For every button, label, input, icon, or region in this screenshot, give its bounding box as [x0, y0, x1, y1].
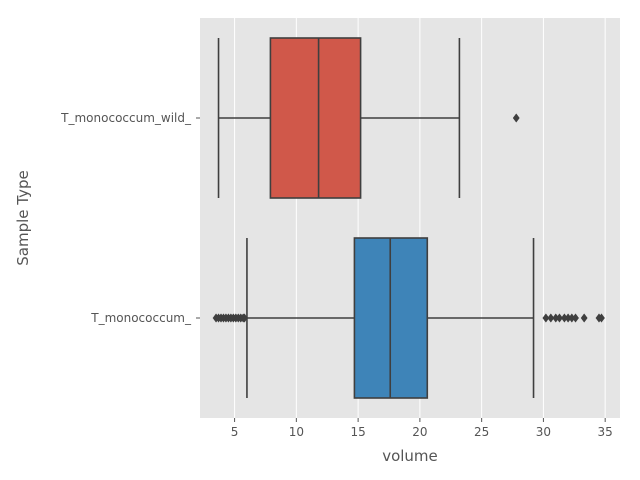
x-tick-label-5: 5: [231, 425, 239, 439]
x-tick-label-25: 25: [474, 425, 489, 439]
x-tick-label-15: 15: [350, 425, 365, 439]
x-tick-label-30: 30: [536, 425, 551, 439]
x-ticks: 5 10 15 20 25 30 35: [231, 418, 613, 439]
boxes: [212, 37, 605, 399]
box-group-0: [217, 37, 520, 199]
outlier-1-16: [556, 313, 563, 323]
outlier-0-0: [512, 113, 520, 123]
outlier-1-12: [241, 313, 248, 323]
outlier-1-23: [598, 313, 605, 323]
outlier-1-14: [547, 313, 555, 323]
y-axis-label: Sample Type: [14, 170, 32, 265]
x-tick-label-20: 20: [412, 425, 427, 439]
y-ticks: T_monococcum_wild_ T_monococcum_: [60, 111, 200, 325]
outlier-1-21: [580, 313, 588, 323]
outlier-1-13: [542, 313, 550, 323]
x-tick-label-35: 35: [598, 425, 613, 439]
x-tick-label-10: 10: [289, 425, 304, 439]
box-group-1: [212, 237, 605, 399]
y-tick-label-1: T_monococcum_: [90, 311, 192, 325]
outlier-1-20: [572, 313, 579, 323]
y-tick-label-0: T_monococcum_wild_: [60, 111, 192, 125]
box-0: [269, 37, 362, 199]
x-axis-label: volume: [382, 447, 438, 465]
